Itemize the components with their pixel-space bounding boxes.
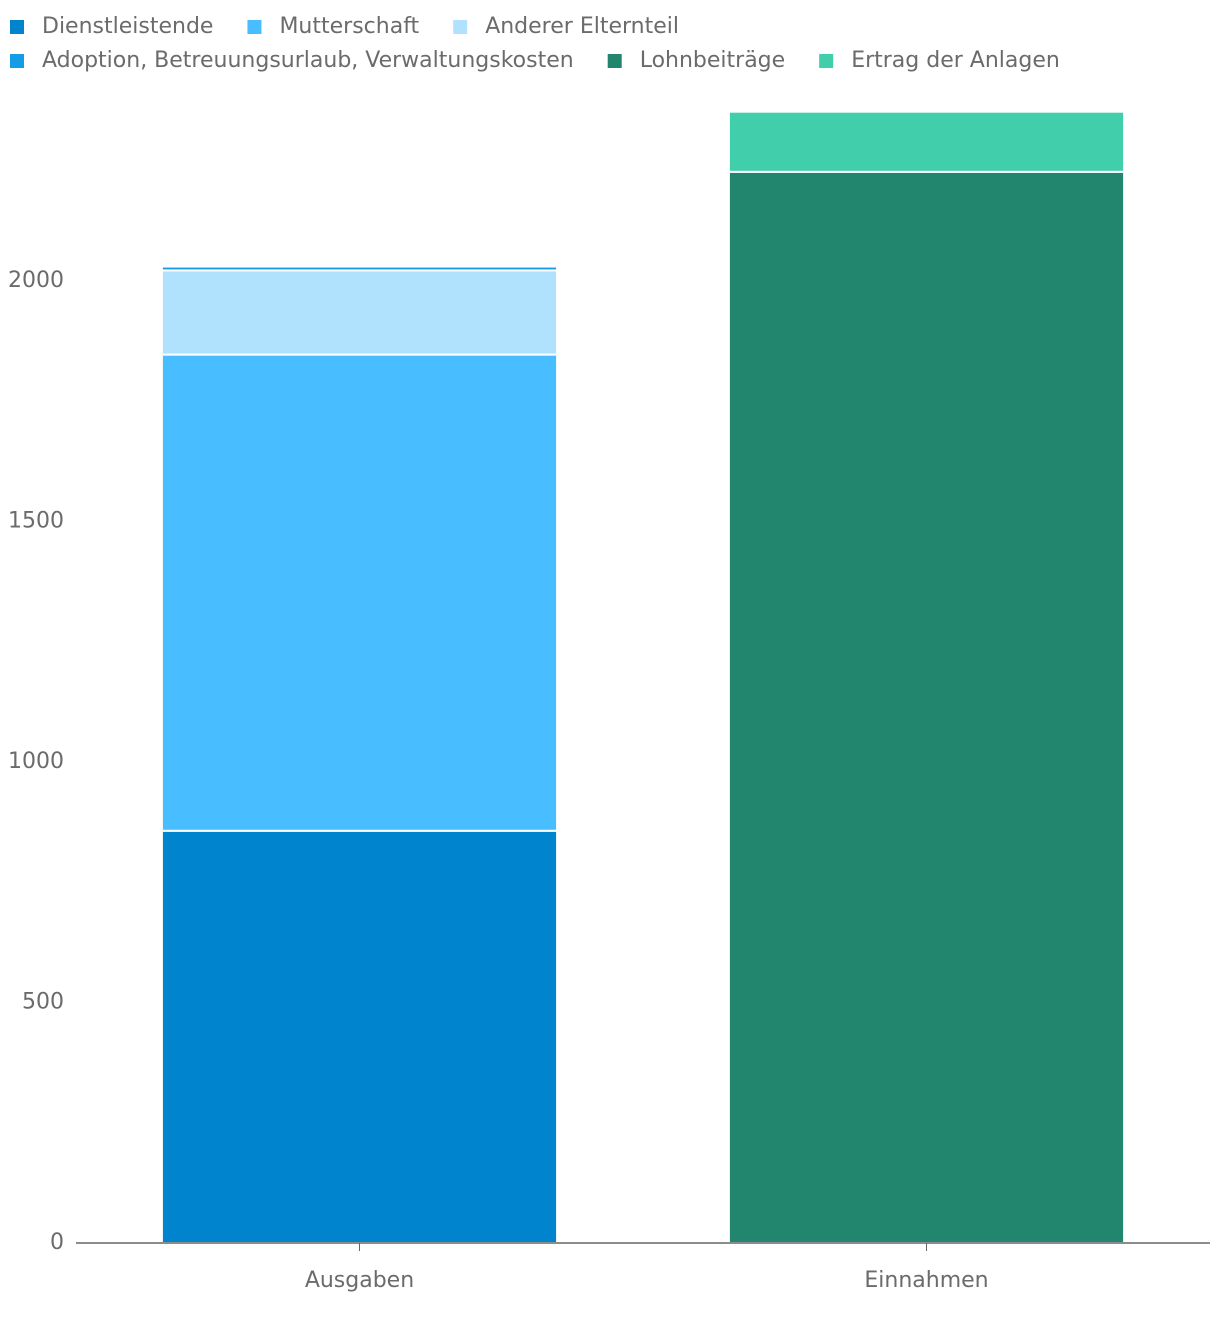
y-tick-label: 1000 [8, 749, 64, 774]
legend-swatch [453, 20, 468, 34]
bar-segment [160, 353, 559, 832]
bar-segment [727, 110, 1126, 173]
bar-segment [160, 265, 559, 272]
y-tick-label: 1500 [8, 509, 64, 534]
bar-segment [160, 269, 559, 356]
bar-segment [160, 829, 559, 1245]
bar-segment [727, 170, 1126, 1245]
y-tick-label: 2000 [8, 268, 64, 293]
legend-swatch [247, 20, 262, 34]
legend-label: Lohnbeiträge [640, 48, 785, 73]
legend-swatch [10, 20, 24, 34]
legend-label: Mutterschaft [279, 14, 419, 39]
y-tick-label: 500 [22, 990, 64, 1015]
legend-label: Dienstleistende [42, 14, 213, 39]
legend-swatch [607, 54, 622, 68]
legend-swatch [10, 54, 24, 68]
x-tick-label: Einnahmen [864, 1268, 988, 1293]
legend-swatch [819, 54, 834, 68]
legend-label: Adoption, Betreuungsurlaub, Verwaltungsk… [42, 48, 574, 73]
x-tick-label: Ausgaben [305, 1268, 414, 1293]
legend-label: Ertrag der Anlagen [851, 48, 1060, 73]
y-tick-label: 0 [50, 1230, 64, 1255]
legend-label: Anderer Elternteil [485, 14, 679, 39]
